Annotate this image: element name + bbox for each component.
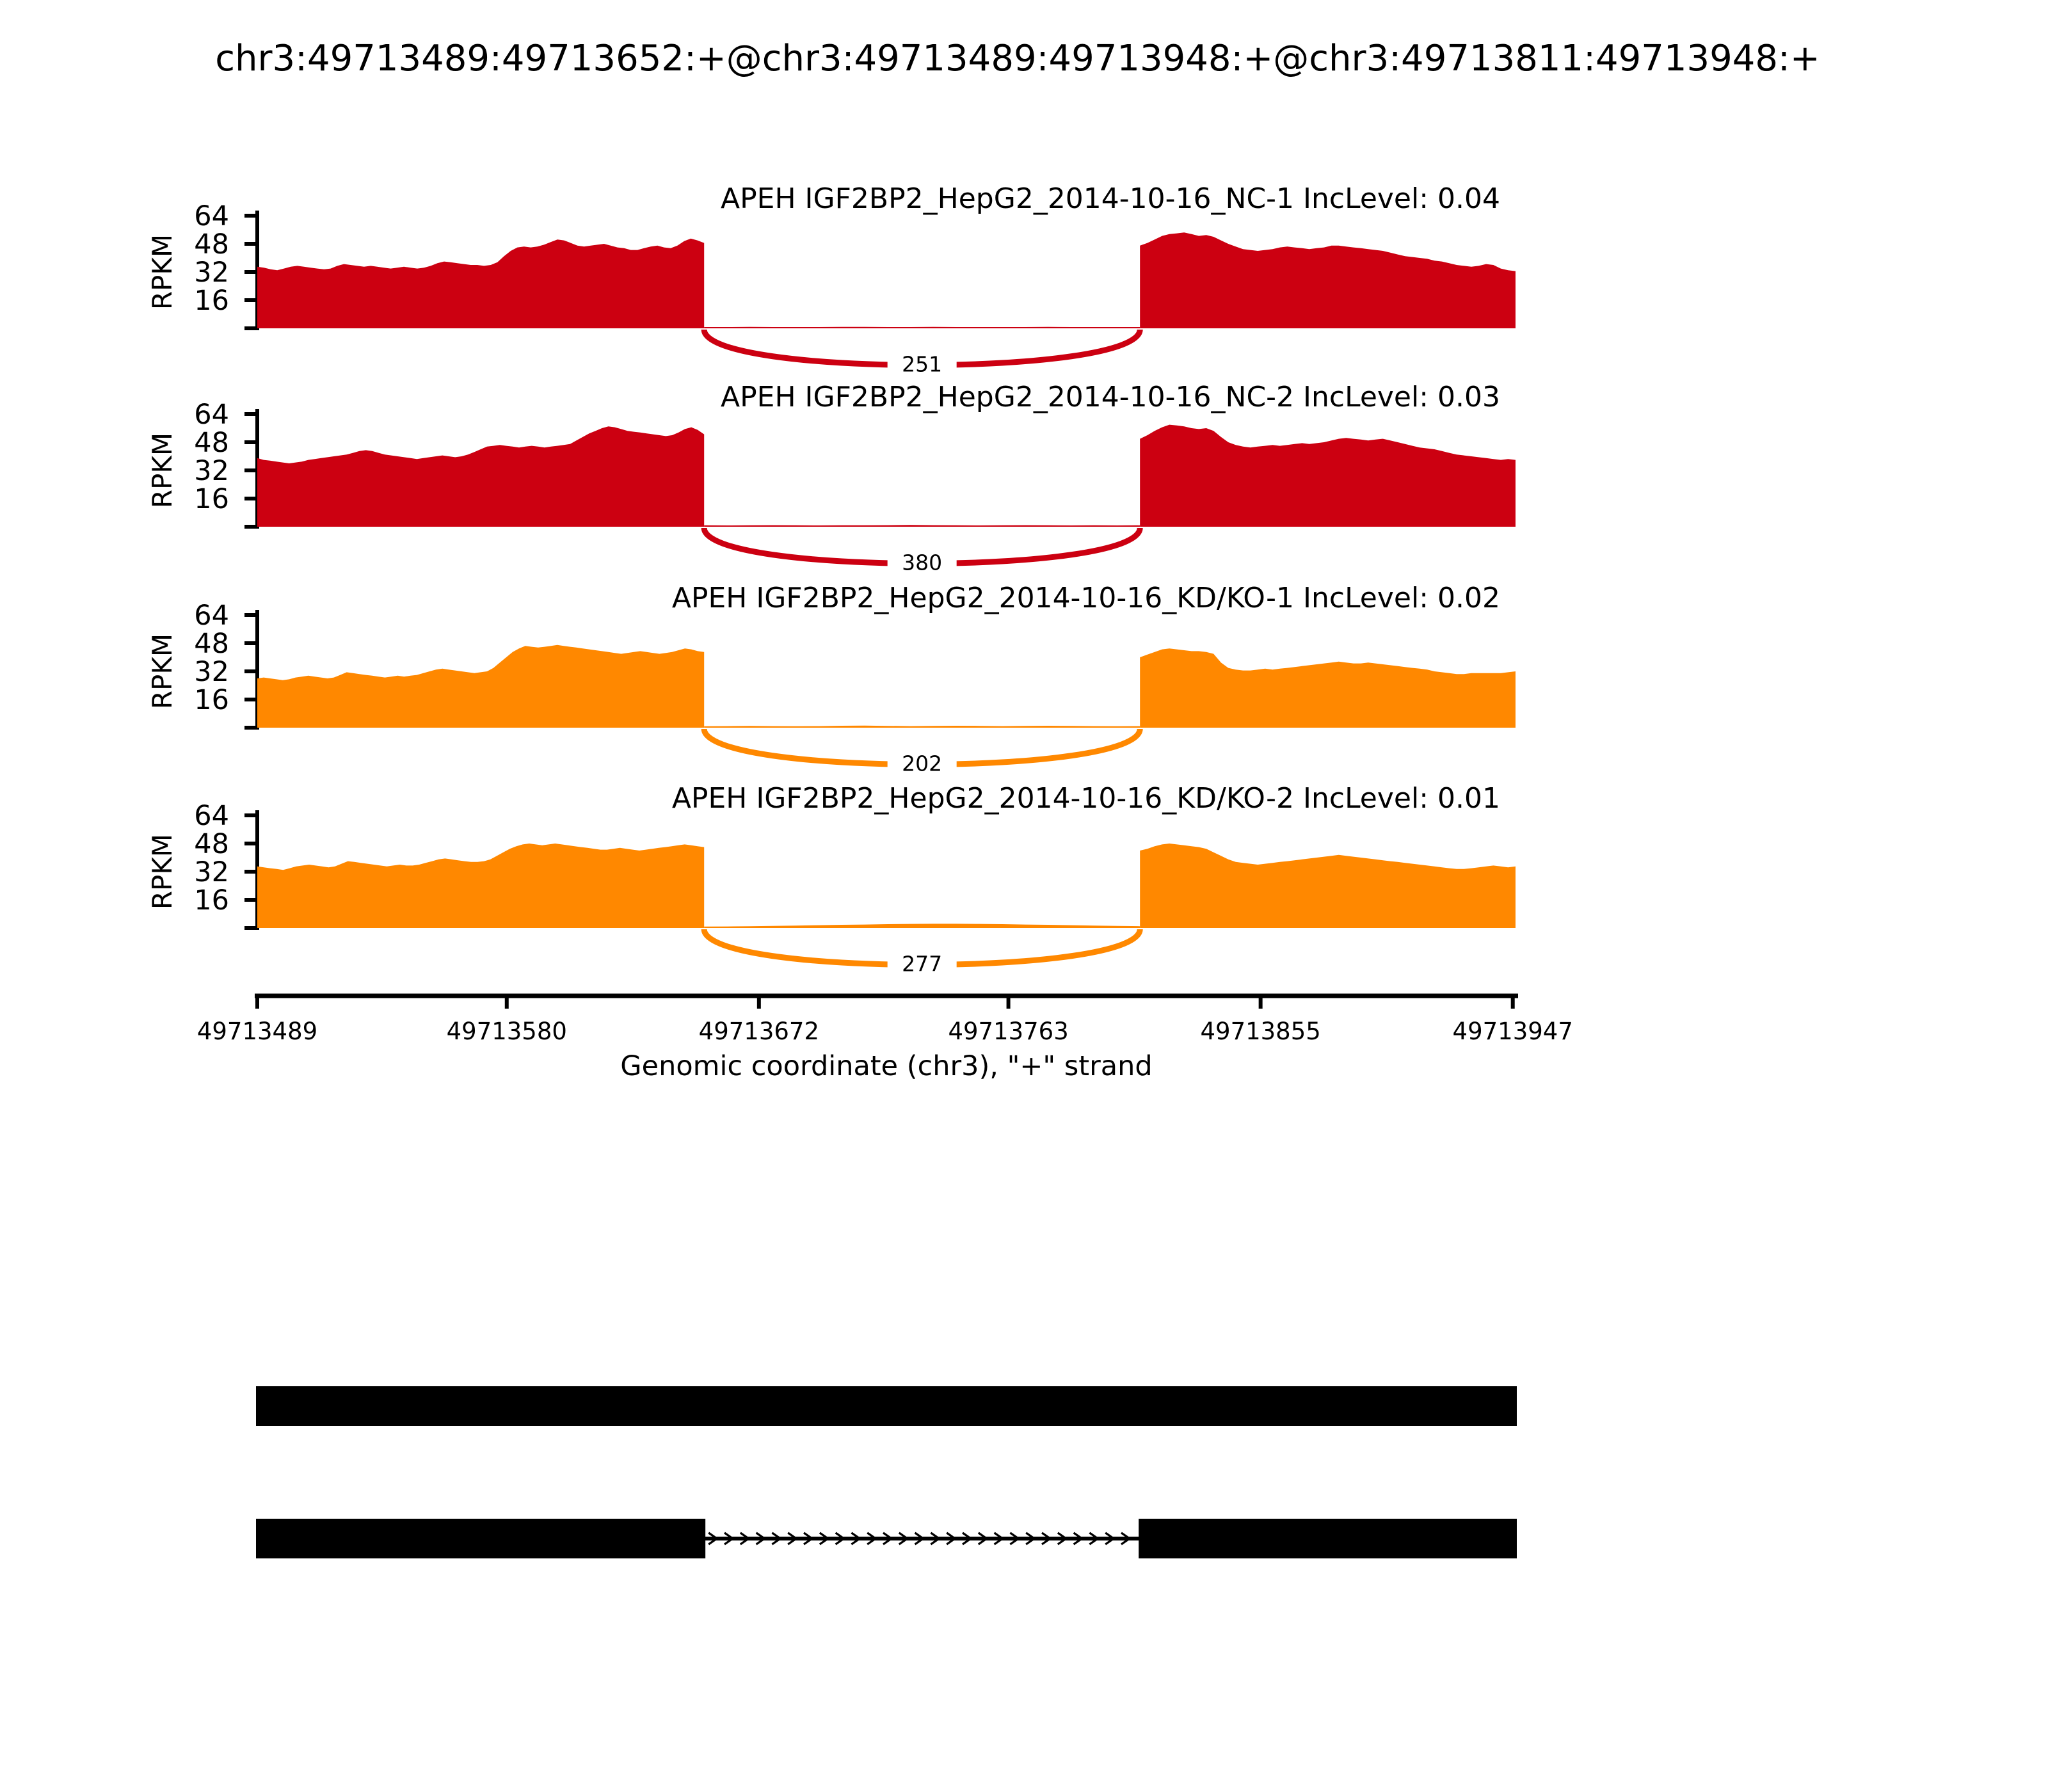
y-tick-label: 16 [194, 285, 229, 317]
plot-title: chr3:49713489:49713652:+@chr3:49713489:4… [215, 38, 1820, 79]
y-tick-label: 48 [194, 628, 229, 660]
strand-arrow-icon [993, 1532, 1005, 1546]
exon1-coverage [257, 644, 705, 728]
y-tick-label: 32 [194, 455, 229, 487]
junction-count-label: 380 [902, 550, 942, 575]
strand-arrow-icon [1089, 1532, 1100, 1546]
junction-count-label: 251 [902, 351, 942, 376]
strand-arrow-icon [803, 1532, 814, 1546]
x-tick-label: 49713763 [948, 1018, 1068, 1045]
y-tick-label: 16 [194, 884, 229, 916]
x-axis: 49713489 49713580 49713672 49713763 49713855… [197, 993, 1573, 1045]
y-tick-label: 64 [194, 800, 229, 832]
x-tick-label: 49713672 [699, 1018, 819, 1045]
gene-model [256, 1386, 1517, 1558]
spliced-isoform [256, 1519, 1517, 1558]
strand-arrow-icon [867, 1532, 878, 1546]
y-tick-label: 16 [194, 684, 229, 716]
y-axis-label: RPKM [147, 433, 178, 508]
intron-coverage [704, 725, 1140, 728]
strand-arrow-icon [724, 1532, 735, 1546]
y-tick-label: 48 [194, 828, 229, 860]
exon-block [256, 1386, 1517, 1426]
y-tick-label: 48 [194, 228, 229, 260]
strand-arrow-icon [898, 1532, 909, 1546]
y-axis-label: RPKM [147, 234, 178, 310]
strand-arrow-icon [1073, 1532, 1084, 1546]
strand-arrow-icon [930, 1532, 941, 1546]
strand-arrow-icon [977, 1532, 989, 1546]
junction-count-label: 202 [902, 751, 942, 776]
junction-count-bg [887, 753, 957, 775]
y-tick-label: 32 [194, 656, 229, 688]
exon2-coverage [1140, 648, 1516, 728]
y-tick-label: 64 [194, 399, 229, 431]
strand-arrow-icon [708, 1532, 719, 1546]
y-axis-label: RPKM [147, 634, 178, 709]
strand-arrow-icon [962, 1532, 973, 1546]
strand-arrow-icon [771, 1532, 783, 1546]
x-axis-title: Genomic coordinate (chr3), "+" strand [620, 1050, 1152, 1082]
exon2-coverage [1140, 844, 1516, 928]
y-tick-label: 48 [194, 427, 229, 459]
strand-arrow-icon [883, 1532, 893, 1546]
y-axis-label: RPKM [147, 834, 178, 909]
strand-arrow-icon [1025, 1532, 1037, 1546]
strand-arrow-icon [851, 1532, 862, 1546]
exon1-coverage [257, 426, 705, 527]
strand-arrow-icon [1057, 1532, 1068, 1546]
junction-count-bg [887, 353, 957, 376]
strand-arrow-icon [1009, 1532, 1021, 1546]
strand-arrow-icon [835, 1532, 846, 1546]
track-label: APEH IGF2BP2_HepG2_2014-10-16_NC-1 IncLe… [721, 182, 1500, 215]
track-label: APEH IGF2BP2_HepG2_2014-10-16_KD/KO-2 In… [672, 782, 1500, 815]
x-tick-label: 49713489 [197, 1018, 317, 1045]
strand-arrow-icon [946, 1532, 957, 1546]
exon1-coverage [257, 238, 705, 328]
track-label: APEH IGF2BP2_HepG2_2014-10-16_KD/KO-1 In… [672, 582, 1500, 614]
x-tick-label: 49713947 [1453, 1018, 1573, 1045]
y-tick-label: 32 [194, 856, 229, 888]
intron-coverage [704, 525, 1140, 527]
intron-retained-isoform [256, 1386, 1517, 1426]
exon1-coverage [257, 844, 705, 928]
intron-coverage [704, 924, 1140, 928]
y-tick-label: 32 [194, 257, 229, 289]
strand-arrow-icon [1105, 1532, 1116, 1546]
strand-arrow-icon [1121, 1532, 1132, 1546]
x-tick-label: 49713580 [447, 1018, 567, 1045]
y-tick-label: 64 [194, 600, 229, 632]
exon2-coverage [1140, 232, 1516, 328]
y-tick-label: 64 [194, 200, 229, 232]
strand-arrow-icon [755, 1532, 767, 1546]
strand-arrow-icon [819, 1532, 830, 1546]
exon-block [256, 1519, 706, 1558]
strand-arrow-icon [914, 1532, 925, 1546]
strand-arrow-icon [739, 1532, 751, 1546]
exon2-coverage [1140, 424, 1516, 527]
strand-arrow-icon [1041, 1532, 1052, 1546]
junction-count-label: 277 [902, 951, 942, 976]
exon-block [1139, 1519, 1517, 1558]
track-label: APEH IGF2BP2_HepG2_2014-10-16_NC-2 IncLe… [721, 381, 1500, 413]
y-tick-label: 16 [194, 483, 229, 515]
x-tick-label: 49713855 [1200, 1018, 1320, 1045]
strand-arrow-icon [787, 1532, 799, 1546]
junction-count-bg [887, 953, 957, 975]
intron-coverage [704, 326, 1140, 328]
junction-count-bg [887, 552, 957, 574]
